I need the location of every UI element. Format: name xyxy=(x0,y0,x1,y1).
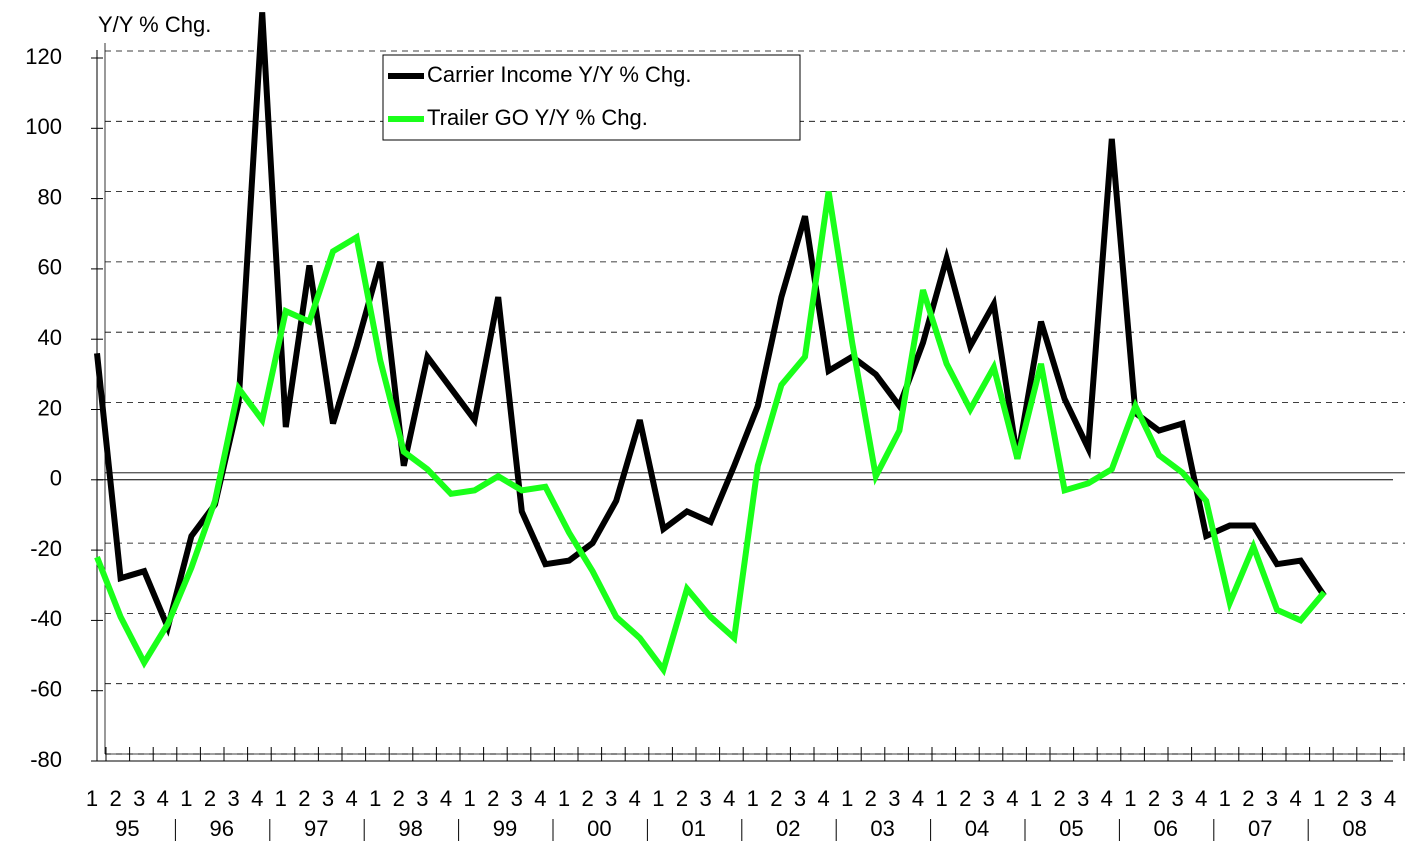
x-tick-label: 2 xyxy=(1337,786,1349,811)
x-tick-label: 3 xyxy=(1266,786,1278,811)
x-tick-label: 3 xyxy=(1171,786,1183,811)
y-tick-label: 40 xyxy=(38,325,62,350)
x-tick-label: 4 xyxy=(1384,786,1396,811)
series-line xyxy=(94,191,1327,677)
legend-label: Trailer GO Y/Y % Chg. xyxy=(427,105,648,130)
x-tick-label: 3 xyxy=(227,786,239,811)
year-label: 05 xyxy=(1059,816,1083,841)
x-tick-label: 4 xyxy=(629,786,641,811)
x-tick-label: 1 xyxy=(558,786,570,811)
x-tick-label: 4 xyxy=(345,786,357,811)
legend-box xyxy=(382,54,801,141)
x-tick-label: 1 xyxy=(180,786,192,811)
x-tick-label: 4 xyxy=(1101,786,1113,811)
x-tick-label: 2 xyxy=(393,786,405,811)
x-tick-label: 2 xyxy=(770,786,782,811)
year-label: 00 xyxy=(587,816,611,841)
x-tick-label: 4 xyxy=(1006,786,1018,811)
x-tick-label: 2 xyxy=(1148,786,1160,811)
x-tick-label: 2 xyxy=(959,786,971,811)
year-label: 99 xyxy=(493,816,517,841)
x-tick-label: 3 xyxy=(133,786,145,811)
x-tick-label: 1 xyxy=(275,786,287,811)
y-tick-label: -40 xyxy=(30,606,62,631)
y-tick-label: 80 xyxy=(38,184,62,209)
year-label: 95 xyxy=(115,816,139,841)
x-tick-label: 3 xyxy=(1077,786,1089,811)
x-tick-label: 3 xyxy=(983,786,995,811)
x-tick-label: 3 xyxy=(511,786,523,811)
x-tick-label: 4 xyxy=(251,786,263,811)
x-tick-label: 3 xyxy=(322,786,334,811)
x-tick-label: 1 xyxy=(652,786,664,811)
x-tick-label: 3 xyxy=(416,786,428,811)
year-label: 98 xyxy=(398,816,422,841)
y-tick-label: 120 xyxy=(25,44,62,69)
y-tick-label: 100 xyxy=(25,114,62,139)
x-tick-label: 4 xyxy=(723,786,735,811)
x-tick-label: 1 xyxy=(1219,786,1231,811)
x-tick-label: 1 xyxy=(747,786,759,811)
x-tick-label: 4 xyxy=(157,786,169,811)
x-tick-label: 1 xyxy=(935,786,947,811)
y-tick-label: -60 xyxy=(30,677,62,702)
x-tick-label: 4 xyxy=(817,786,829,811)
x-tick-label: 3 xyxy=(699,786,711,811)
x-tick-label: 1 xyxy=(1313,786,1325,811)
x-tick-label: 4 xyxy=(1195,786,1207,811)
y-tick-label: 60 xyxy=(38,255,62,280)
x-tick-label: 1 xyxy=(1030,786,1042,811)
y-tick-label: -20 xyxy=(30,536,62,561)
x-tick-label: 3 xyxy=(1360,786,1372,811)
x-tick-label: 2 xyxy=(581,786,593,811)
y-tick-label: -80 xyxy=(30,747,62,772)
year-label: 07 xyxy=(1248,816,1272,841)
y-tick-label: 20 xyxy=(38,395,62,420)
x-tick-label: 2 xyxy=(204,786,216,811)
x-tick-label: 1 xyxy=(369,786,381,811)
x-tick-label: 1 xyxy=(463,786,475,811)
x-tick-label: 1 xyxy=(841,786,853,811)
y-tick-label: 0 xyxy=(50,466,62,491)
year-label: 02 xyxy=(776,816,800,841)
x-tick-label: 2 xyxy=(676,786,688,811)
x-tick-label: 2 xyxy=(109,786,121,811)
year-label: 01 xyxy=(682,816,706,841)
year-label: 96 xyxy=(210,816,234,841)
year-label: 06 xyxy=(1154,816,1178,841)
year-label: 04 xyxy=(965,816,989,841)
x-tick-label: 4 xyxy=(912,786,924,811)
x-tick-label: 2 xyxy=(1053,786,1065,811)
year-label: 03 xyxy=(870,816,894,841)
x-tick-label: 2 xyxy=(298,786,310,811)
year-label: 08 xyxy=(1342,816,1366,841)
x-tick-label: 4 xyxy=(440,786,452,811)
x-tick-label: 3 xyxy=(888,786,900,811)
x-tick-label: 2 xyxy=(865,786,877,811)
x-tick-label: 2 xyxy=(487,786,499,811)
legend-label: Carrier Income Y/Y % Chg. xyxy=(427,62,692,87)
x-tick-label: 1 xyxy=(1124,786,1136,811)
year-label: 97 xyxy=(304,816,328,841)
x-tick-label: 3 xyxy=(605,786,617,811)
x-tick-label: 4 xyxy=(534,786,546,811)
x-tick-label: 3 xyxy=(794,786,806,811)
x-tick-label: 1 xyxy=(86,786,98,811)
x-tick-label: 4 xyxy=(1289,786,1301,811)
x-tick-label: 2 xyxy=(1242,786,1254,811)
y-axis-label: Y/Y % Chg. xyxy=(98,12,211,37)
